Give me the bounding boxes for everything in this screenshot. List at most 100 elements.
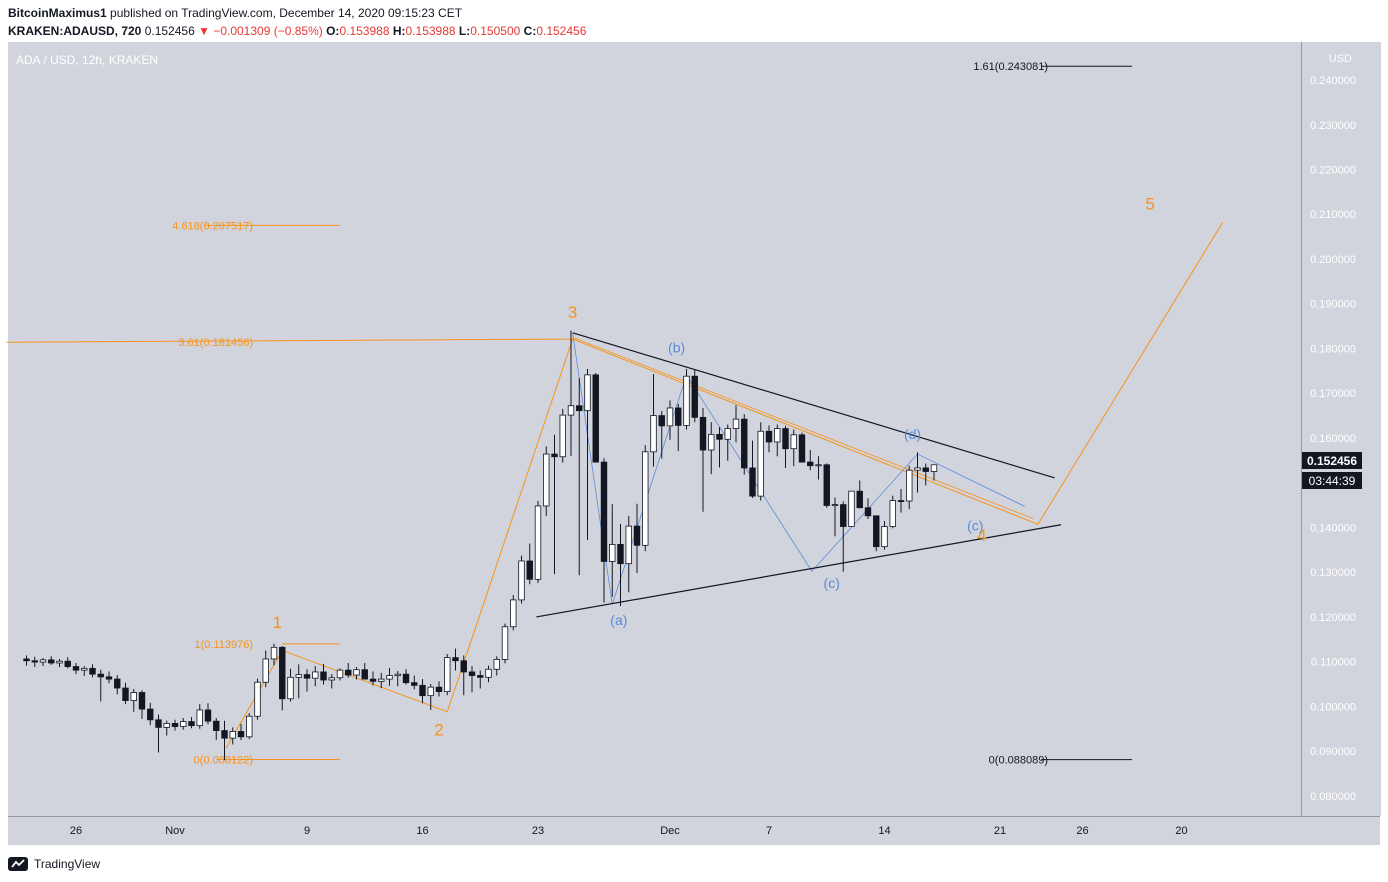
wave-label-2: 2 xyxy=(434,720,443,739)
candle-body xyxy=(633,525,641,546)
x-tick-label: 16 xyxy=(416,825,428,837)
candles xyxy=(23,330,938,761)
x-tick-label: 23 xyxy=(532,825,544,837)
last-price: 0.152456 xyxy=(144,24,195,38)
candle-body xyxy=(691,375,698,418)
candle-body xyxy=(386,675,393,680)
symbol-label: KRAKEN:ADAUSD, 720 xyxy=(8,24,142,38)
y-tick-label: 0.110000 xyxy=(1311,657,1356,669)
candle-body xyxy=(229,731,236,739)
candle-body xyxy=(270,646,278,660)
wave-label-4: 4 xyxy=(977,526,986,545)
abcde-wave-path xyxy=(572,332,1025,605)
candle-body xyxy=(23,658,30,662)
candle-body xyxy=(683,375,690,426)
wave-label-3: 3 xyxy=(568,303,577,322)
candle-body xyxy=(914,467,921,471)
subwave-label: (c) xyxy=(824,575,840,591)
candle-body xyxy=(89,667,96,675)
fib-label: 0(0.088122) xyxy=(194,755,253,767)
subwave-label: (b) xyxy=(668,339,685,355)
candle-body xyxy=(889,500,896,527)
candle-body xyxy=(336,669,344,679)
footer-brand[interactable]: TradingView xyxy=(34,857,101,871)
y-tick-labels: 0.080000 0.090000 0.100000 0.110000 0.120000… xyxy=(1310,75,1356,803)
candle-body xyxy=(774,428,781,443)
triangle-lower-line xyxy=(536,524,1062,618)
candle-body xyxy=(254,681,261,717)
candle-body xyxy=(501,626,509,660)
x-tick-label: Nov xyxy=(165,825,185,837)
candle-body xyxy=(617,544,624,565)
candle-body xyxy=(204,709,212,722)
candle-body xyxy=(328,677,335,681)
y-tick-label: 0.080000 xyxy=(1310,791,1356,803)
candle-body xyxy=(510,599,517,628)
candle-body xyxy=(831,504,839,507)
candle-body xyxy=(897,500,905,502)
candle-body xyxy=(320,671,327,681)
candle-body xyxy=(188,721,195,727)
candle-body xyxy=(930,464,938,472)
tradingview-logo-icon xyxy=(8,857,28,871)
footer: TradingView xyxy=(8,852,100,876)
candle-body xyxy=(906,469,913,502)
last-price-tag-text: 0.152456 xyxy=(1307,454,1357,468)
open-value: 0.153988 xyxy=(339,24,390,38)
candle-body xyxy=(369,678,377,682)
candle-body xyxy=(303,674,311,679)
price-axis[interactable] xyxy=(1301,42,1381,816)
wave-label-5: 5 xyxy=(1145,194,1154,213)
candle-body xyxy=(72,666,80,671)
candle-body xyxy=(543,453,550,507)
time-axis[interactable] xyxy=(8,816,1380,845)
x-tick-label: 20 xyxy=(1175,825,1187,837)
candle-body xyxy=(642,451,649,546)
fib-label: 0(0.088089) xyxy=(989,755,1048,767)
candle-body xyxy=(312,671,319,679)
y-tick-label: 0.140000 xyxy=(1310,522,1356,534)
candle-body xyxy=(452,657,459,662)
candle-body xyxy=(130,692,137,701)
y-tick-label: 0.160000 xyxy=(1310,433,1356,445)
y-tick-label: 0.220000 xyxy=(1310,165,1356,177)
candle-body xyxy=(840,504,847,527)
candle-body xyxy=(716,433,723,440)
close-label: C: xyxy=(523,24,537,38)
candle-body xyxy=(468,671,476,676)
candle-body xyxy=(493,659,500,670)
y-tick-label: 0.200000 xyxy=(1310,254,1356,266)
publish-line: BitcoinMaximus1 published on TradingView… xyxy=(8,4,1378,22)
candle-body xyxy=(361,669,368,680)
candle-body xyxy=(741,418,748,469)
publisher-name[interactable]: BitcoinMaximus1 xyxy=(8,6,107,20)
y-tick-label: 0.120000 xyxy=(1310,612,1356,624)
fib-label: 1.61(0.243081) xyxy=(973,61,1048,73)
candle-body xyxy=(411,682,418,686)
wave-lines xyxy=(6,65,1224,761)
candle-body xyxy=(518,560,525,601)
candle-body xyxy=(97,673,104,678)
candle-body xyxy=(402,673,410,684)
wave-label-1: 1 xyxy=(273,613,282,632)
x-tick-label: 7 xyxy=(766,825,772,837)
candle-body xyxy=(600,461,608,562)
x-tick-labels: 26 Nov 9 16 23 Dec 7 14 21 26 20 xyxy=(70,825,1188,837)
candle-body xyxy=(559,414,566,458)
x-tick-label: 26 xyxy=(1076,825,1088,837)
y-tick-label: 0.190000 xyxy=(1310,299,1356,311)
candle-body xyxy=(864,507,872,517)
y-tick-label: 0.090000 xyxy=(1310,746,1356,758)
candle-body xyxy=(477,675,484,678)
subwave-label: (d) xyxy=(904,426,921,442)
close-value: 0.152456 xyxy=(536,24,587,38)
candle-body xyxy=(378,678,385,682)
open-label: O: xyxy=(326,24,340,38)
price-change: ▼ −0.001309 (−0.85%) xyxy=(198,24,323,38)
candle-body xyxy=(922,467,929,472)
x-tick-label: 9 xyxy=(304,825,310,837)
subwave-label: (c) xyxy=(967,518,983,534)
candle-body xyxy=(782,428,789,450)
candle-body xyxy=(881,526,888,548)
